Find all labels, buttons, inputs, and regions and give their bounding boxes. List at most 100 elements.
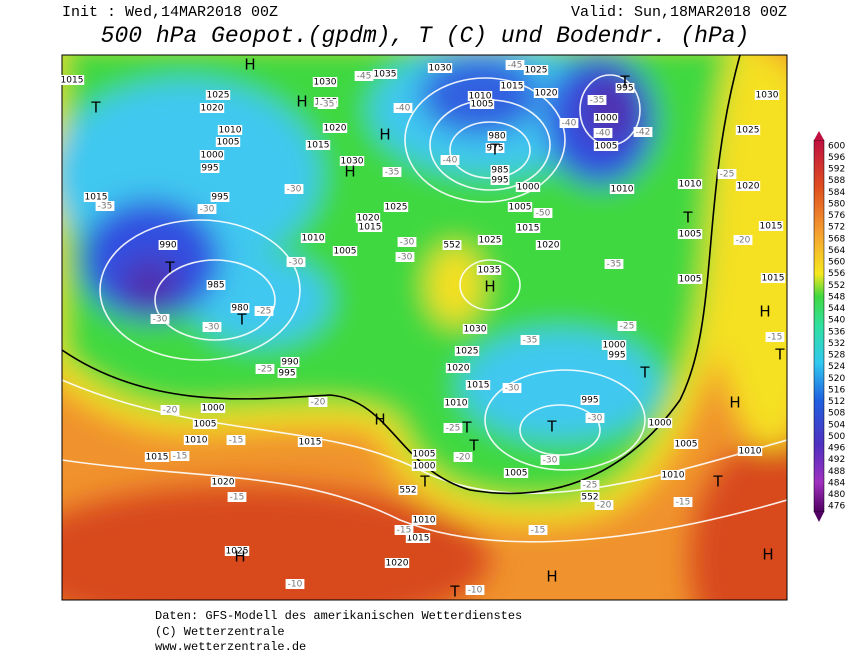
pressure-center: H xyxy=(379,126,390,144)
temperature-label-box xyxy=(226,435,246,445)
pressure-label: 1005 xyxy=(194,420,217,430)
pressure-label: 1005 xyxy=(509,203,532,213)
pressure-label-box xyxy=(205,90,231,100)
footer-line: www.wetterzentrale.de xyxy=(155,640,306,654)
pressure-label: 995 xyxy=(278,369,295,379)
colorbar-label: 584 xyxy=(828,188,845,198)
pressure-label: 1030 xyxy=(341,157,364,167)
pressure-label: 1030 xyxy=(429,64,452,74)
pressure-label-box xyxy=(469,99,495,109)
pressure-label: 1015 xyxy=(85,193,108,203)
pressure-label-box xyxy=(411,449,437,459)
pressure-label-box xyxy=(601,340,627,350)
pressure-label: 1015 xyxy=(467,381,490,391)
pressure-label-box xyxy=(677,229,703,239)
pressure-label: 1010 xyxy=(185,436,208,446)
pressure-center: T xyxy=(164,259,175,277)
colorbar-label: 588 xyxy=(828,176,845,186)
pressure-label-box xyxy=(312,77,338,87)
pressure-label: 1010 xyxy=(219,126,242,136)
colorbar-label: 508 xyxy=(828,409,845,419)
pressure-label-box xyxy=(490,175,510,185)
temperature-label-box xyxy=(202,322,222,332)
pressure-label-box xyxy=(280,357,300,367)
pressure-label: 1010 xyxy=(662,471,685,481)
colorbar-label: 576 xyxy=(828,211,845,221)
colorbar-label: 572 xyxy=(828,223,845,233)
colorbar-label: 488 xyxy=(828,467,845,477)
pressure-label-box xyxy=(454,346,480,356)
pressure-label: 1020 xyxy=(201,104,224,114)
temperature-label: -50 xyxy=(536,209,551,219)
footer-line: Daten: GFS-Modell des amerikanischen Wet… xyxy=(155,609,522,623)
pressure-label-box xyxy=(384,558,410,568)
temperature-label-box xyxy=(443,423,463,433)
geopotential-label: 552 xyxy=(399,486,416,496)
pressure-label: 1030 xyxy=(464,325,487,335)
pressure-label-box xyxy=(300,233,326,243)
temperature-label-box xyxy=(673,497,693,507)
pressure-label: 985 xyxy=(491,166,508,176)
colorbar-label: 504 xyxy=(828,420,845,430)
pressure-label: 1005 xyxy=(595,142,618,152)
pressure-label-box xyxy=(503,468,529,478)
temperature-label-box xyxy=(617,321,637,331)
colorbar-cap xyxy=(814,512,824,522)
pressure-label-box xyxy=(355,213,381,223)
pressure-label: 1020 xyxy=(537,241,560,251)
pressure-label: 1015 xyxy=(517,224,540,234)
pressure-label: 1035 xyxy=(478,266,501,276)
colorbar-label: 524 xyxy=(828,362,845,372)
temperature-label: -25 xyxy=(720,170,735,180)
colorbar-label: 548 xyxy=(828,292,845,302)
pressure-label-box xyxy=(383,202,409,212)
pressure-label: 1020 xyxy=(386,559,409,569)
colorbar-label: 496 xyxy=(828,444,845,454)
pressure-label: 1025 xyxy=(385,203,408,213)
pressure-label: 1015 xyxy=(359,223,382,233)
pressure-label: 1000 xyxy=(517,183,540,193)
pressure-center: T xyxy=(461,419,472,437)
pressure-label-box xyxy=(533,88,559,98)
colorbar-label: 600 xyxy=(828,141,845,151)
temperature-label-box xyxy=(397,237,417,247)
pressure-center: H xyxy=(762,546,773,564)
pressure-label: 1005 xyxy=(471,100,494,110)
temperature-label-box xyxy=(465,585,485,595)
pressure-label: 1000 xyxy=(202,404,225,414)
temperature-label-box xyxy=(254,306,274,316)
pressure-label-box xyxy=(593,113,619,123)
colorbar-label: 596 xyxy=(828,153,845,163)
temperature-label: -15 xyxy=(230,493,245,503)
pressure-center: T xyxy=(419,473,430,491)
temperature-label: -15 xyxy=(173,452,188,462)
colorbar-label: 536 xyxy=(828,327,845,337)
pressure-center: T xyxy=(468,437,479,455)
pressure-label: 1005 xyxy=(413,450,436,460)
pressure-label-box xyxy=(230,303,250,313)
colorbar-label: 560 xyxy=(828,258,845,268)
colorbar-label: 564 xyxy=(828,246,845,256)
colorbar-label: 484 xyxy=(828,478,845,488)
temperature-label-box xyxy=(505,60,525,70)
temperature-label: -20 xyxy=(456,453,471,463)
temperature-label: -20 xyxy=(597,501,612,511)
pressure-label-box xyxy=(322,123,348,133)
pressure-center: H xyxy=(729,394,740,412)
pressure-label: 1000 xyxy=(603,341,626,351)
geopotential-label-box xyxy=(442,240,462,250)
pressure-label-box xyxy=(677,274,703,284)
pressure-label-box xyxy=(427,63,453,73)
pressure-label: 1000 xyxy=(413,462,436,472)
temperature-label-box xyxy=(160,405,180,415)
temperature-label: -10 xyxy=(288,580,303,590)
temperature-label: -25 xyxy=(620,322,635,332)
colorbar-label: 480 xyxy=(828,490,845,500)
pressure-label-box xyxy=(297,437,323,447)
pressure-label-box xyxy=(609,184,635,194)
pressure-center: T xyxy=(546,418,557,436)
pressure-label-box xyxy=(357,222,383,232)
pressure-label-box xyxy=(224,546,250,556)
pressure-label: 1015 xyxy=(760,222,783,232)
temperature-label-box xyxy=(604,259,624,269)
